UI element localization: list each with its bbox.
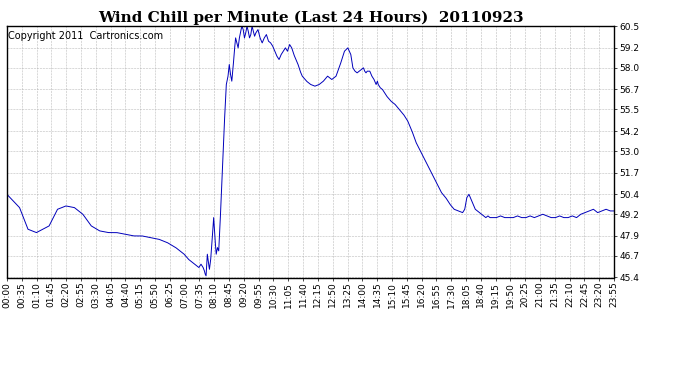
- Text: Copyright 2011  Cartronics.com: Copyright 2011 Cartronics.com: [8, 31, 164, 41]
- Title: Wind Chill per Minute (Last 24 Hours)  20110923: Wind Chill per Minute (Last 24 Hours) 20…: [98, 11, 523, 25]
